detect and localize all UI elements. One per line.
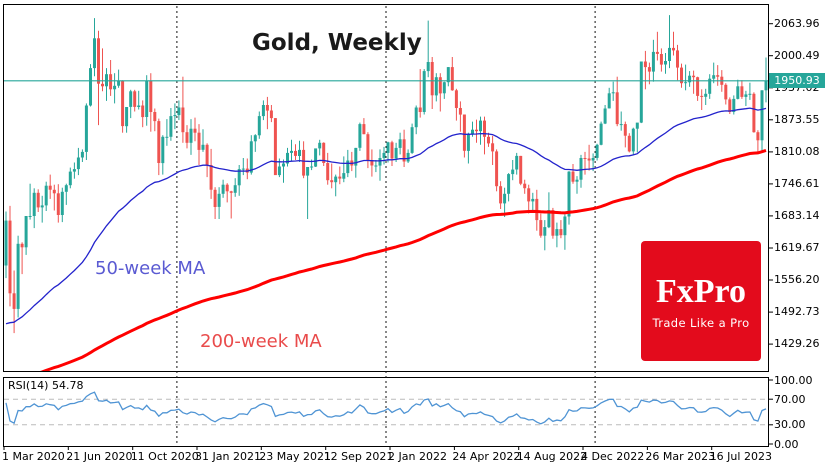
ma200-label: 200-week MA <box>200 331 322 352</box>
fxpro-logo: FxPro Trade Like a Pro <box>641 241 761 361</box>
price-axis-label: 1683.14 <box>774 208 820 222</box>
chart-title: Gold, Weekly <box>252 30 422 56</box>
date-axis-label: 2 Jan 2022 <box>388 450 447 463</box>
fxpro-logo-text: FxPro <box>655 272 746 310</box>
price-axis-label: 1619.67 <box>774 241 820 254</box>
rsi-axis-label: 100.00 <box>774 373 813 387</box>
price-axis-label: 1746.61 <box>774 176 820 190</box>
date-axis-label: 23 May 2021 <box>259 450 332 463</box>
rsi-axis-label: 30.00 <box>774 418 806 432</box>
date-axis-label: 4 Dec 2022 <box>581 450 645 463</box>
current-price-badge: 1950.93 <box>769 73 825 89</box>
fxpro-logo-tagline: Trade Like a Pro <box>652 315 750 330</box>
price-axis-label: 1873.55 <box>774 112 820 126</box>
date-axis-label: 21 Jun 2020 <box>66 450 133 463</box>
price-axis-label: 1556.20 <box>774 273 820 286</box>
date-axis-label: 1 Mar 2020 <box>2 450 65 463</box>
rsi-axis-label: 70.00 <box>774 392 806 406</box>
date-axis-label: 16 Jul 2023 <box>709 450 772 463</box>
date-axis-label: 14 Aug 2022 <box>516 450 588 463</box>
date-axis-label: 24 Apr 2022 <box>452 450 521 463</box>
price-axis-label: 2000.49 <box>774 48 820 62</box>
date-axis-label: 11 Oct 2020 <box>130 450 199 463</box>
ma50-label: 50-week MA <box>95 258 206 279</box>
rsi-panel[interactable] <box>3 377 769 447</box>
price-axis-label: 1492.73 <box>774 305 820 319</box>
date-axis-label: 26 Mar 2023 <box>645 450 716 463</box>
price-axis-label: 2063.96 <box>774 16 820 30</box>
price-axis-label: 1810.08 <box>774 144 820 158</box>
date-axis-label: 31 Jan 2021 <box>195 450 261 463</box>
date-axis-label: 12 Sep 2021 <box>323 450 394 463</box>
price-axis-label: 1429.26 <box>774 337 820 351</box>
rsi-axis-label: 0.00 <box>774 437 799 451</box>
rsi-indicator-label: RSI(14) 54.78 <box>8 379 84 392</box>
